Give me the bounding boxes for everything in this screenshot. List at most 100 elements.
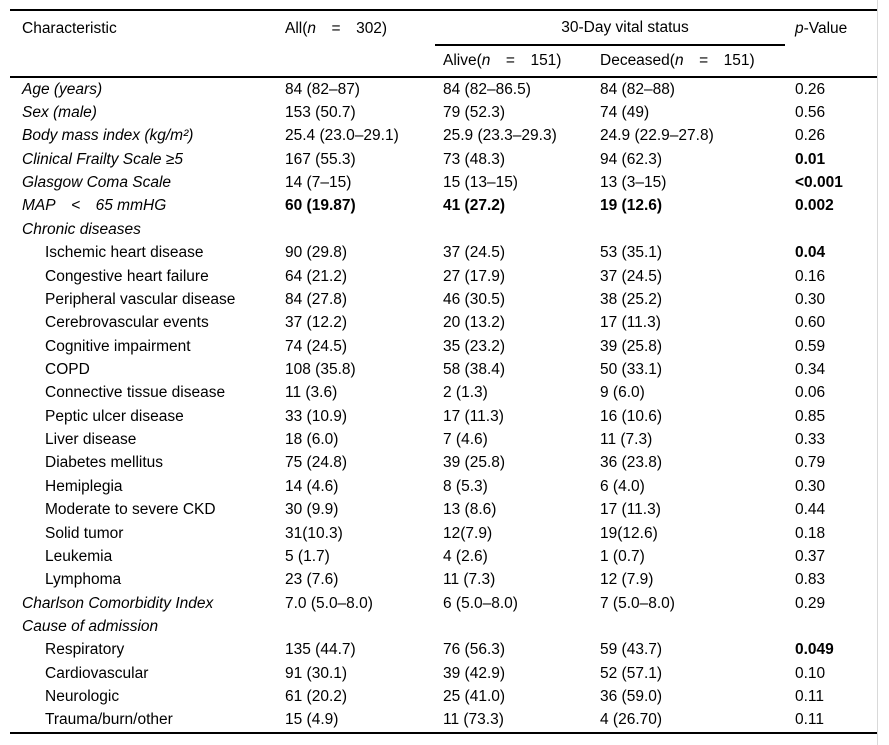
table-header: Characteristic All(n = 302) 30-Day vital…	[10, 11, 877, 78]
row-label: Neurologic	[45, 688, 120, 706]
table-row: Body mass index (kg/m²) 25.4 (23.0–29.1) 2…	[10, 125, 877, 148]
cell-pvalue: 0.56	[795, 104, 826, 122]
row-label: Cerebrovascular events	[45, 314, 209, 332]
cell-deceased: 59 (43.7)	[600, 641, 663, 659]
cell-pvalue: 0.30	[795, 290, 826, 308]
row-label: Lymphoma	[45, 571, 122, 589]
cell-deceased: 13 (3–15)	[600, 174, 667, 192]
row-label: Solid tumor	[45, 524, 124, 542]
cell-all: 30 (9.9)	[285, 501, 339, 519]
cell-pvalue	[795, 615, 877, 638]
cell-pvalue: 0.85	[795, 407, 826, 425]
cell-all: 74 (24.5)	[285, 337, 348, 355]
cell-alive: 8 (5.3)	[443, 477, 488, 495]
cell-all: 108 (35.8)	[285, 360, 356, 378]
cell-all: 37 (12.2)	[285, 314, 348, 332]
cell-all: 61 (20.2)	[285, 688, 348, 706]
table-row: Respiratory 135 (44.7) 76 (56.3) 59 (43.7) 0…	[10, 639, 877, 662]
cell-alive: 46 (30.5)	[443, 290, 506, 308]
cell-deceased: 4 (26.70)	[600, 711, 663, 729]
cell-all: 135 (44.7)	[285, 641, 356, 659]
table-row: Congestive heart failure 64 (21.2) 27 (17.…	[10, 265, 877, 288]
table-row: Cardiovascular 91 (30.1) 39 (42.9) 52 (57.1…	[10, 662, 877, 685]
cell-pvalue: 0.79	[795, 454, 826, 472]
cell-deceased: 39 (25.8)	[600, 337, 663, 355]
cell-deceased: 16 (10.6)	[600, 407, 663, 425]
cell-deceased: 12 (7.9)	[600, 571, 654, 589]
cell-alive	[443, 218, 600, 241]
table-row: Connective tissue disease 11 (3.6) 2 (1.3)…	[10, 382, 877, 405]
cell-alive: 39 (42.9)	[443, 664, 506, 682]
cell-alive: 79 (52.3)	[443, 104, 506, 122]
row-label: Cause of admission	[22, 617, 159, 635]
col-header-characteristic-label: Characteristic	[22, 19, 117, 37]
cell-all: 91 (30.1)	[285, 664, 348, 682]
cell-deceased: 6 (4.0)	[600, 477, 645, 495]
cell-all: 11 (3.6)	[285, 384, 338, 402]
cell-alive	[443, 615, 600, 638]
cell-pvalue: 0.30	[795, 477, 826, 495]
cell-all: 7.0 (5.0–8.0)	[285, 594, 373, 612]
table-row: Age (years) 84 (82–87) 84 (82–86.5) 84 (82–…	[10, 78, 877, 101]
row-label: Charlson Comorbidity Index	[22, 594, 214, 612]
header-spacer	[795, 46, 877, 76]
table-row: Cerebrovascular events 37 (12.2) 20 (13.2)…	[10, 312, 877, 335]
cell-deceased: 38 (25.2)	[600, 290, 663, 308]
table-row: Charlson Comorbidity Index 7.0 (5.0–8.0) 6…	[10, 592, 877, 615]
row-label: Liver disease	[45, 431, 137, 449]
cell-deceased: 7 (5.0–8.0)	[600, 594, 675, 612]
row-label: Peripheral vascular disease	[45, 290, 236, 308]
cell-alive: 4 (2.6)	[443, 547, 488, 565]
cell-pvalue: 0.29	[795, 594, 826, 612]
cell-deceased: 36 (23.8)	[600, 454, 663, 472]
col-header-deceased: Deceased(n = 151)	[600, 52, 755, 69]
cell-alive: 20 (13.2)	[443, 314, 506, 332]
cell-deceased: 19(12.6)	[600, 524, 658, 542]
cell-pvalue: 0.06	[795, 384, 826, 402]
cell-all: 64 (21.2)	[285, 267, 348, 285]
col-group-vital-status-label: 30-Day vital status	[561, 18, 689, 36]
cell-alive: 11 (73.3)	[443, 711, 504, 729]
header-spacer	[285, 46, 443, 76]
table-body: Age (years) 84 (82–87) 84 (82–86.5) 84 (82–…	[10, 78, 877, 732]
row-label: Glasgow Coma Scale	[22, 174, 172, 192]
row-label: Cognitive impairment	[45, 337, 191, 355]
table-row: Ischemic heart disease 90 (29.8) 37 (24.5)…	[10, 242, 877, 265]
cell-deceased: 84 (82–88)	[600, 80, 675, 98]
cell-pvalue: 0.60	[795, 314, 826, 332]
cell-all	[285, 615, 443, 638]
cell-alive: 37 (24.5)	[443, 244, 506, 262]
cell-all: 31(10.3)	[285, 524, 343, 542]
table-row: Liver disease 18 (6.0) 7 (4.6) 11 (7.3) 0.33	[10, 428, 877, 451]
cell-pvalue: 0.34	[795, 360, 826, 378]
row-label: Clinical Frailty Scale ≥5	[22, 150, 183, 168]
cell-all: 33 (10.9)	[285, 407, 348, 425]
cell-alive: 25 (41.0)	[443, 688, 506, 706]
col-header-pvalue: p -Value	[795, 19, 848, 37]
page-edge-line	[877, 0, 878, 745]
cell-deceased: 53 (35.1)	[600, 244, 663, 262]
cell-pvalue: 0.59	[795, 337, 826, 355]
table-row: Sex (male) 153 (50.7) 79 (52.3) 74 (49) 0.56	[10, 101, 877, 124]
row-label: Congestive heart failure	[45, 267, 209, 285]
cell-pvalue: 0.37	[795, 547, 826, 565]
cell-alive: 27 (17.9)	[443, 267, 506, 285]
cell-pvalue: 0.44	[795, 501, 826, 519]
row-label: Cardiovascular	[45, 664, 149, 682]
cell-all: 15 (4.9)	[285, 711, 339, 729]
cell-pvalue: 0.18	[795, 524, 826, 542]
cell-all	[285, 218, 443, 241]
cell-deceased: 9 (6.0)	[600, 384, 645, 402]
cell-deceased: 1 (0.7)	[600, 547, 645, 565]
header-spacer	[22, 46, 285, 76]
row-label: Ischemic heart disease	[45, 244, 204, 262]
cell-deceased: 17 (11.3)	[600, 314, 661, 332]
table-row: Cognitive impairment 74 (24.5) 35 (23.2) 39…	[10, 335, 877, 358]
row-label: Body mass index (kg/m²)	[22, 127, 194, 145]
n-italic: n	[674, 52, 684, 69]
cell-pvalue: 0.11	[795, 688, 825, 706]
cell-pvalue: 0.049	[795, 641, 834, 659]
col-group-vital-status: 30-Day vital status	[435, 11, 785, 46]
p-italic: p	[795, 19, 804, 37]
cell-all: 23 (7.6)	[285, 571, 339, 589]
